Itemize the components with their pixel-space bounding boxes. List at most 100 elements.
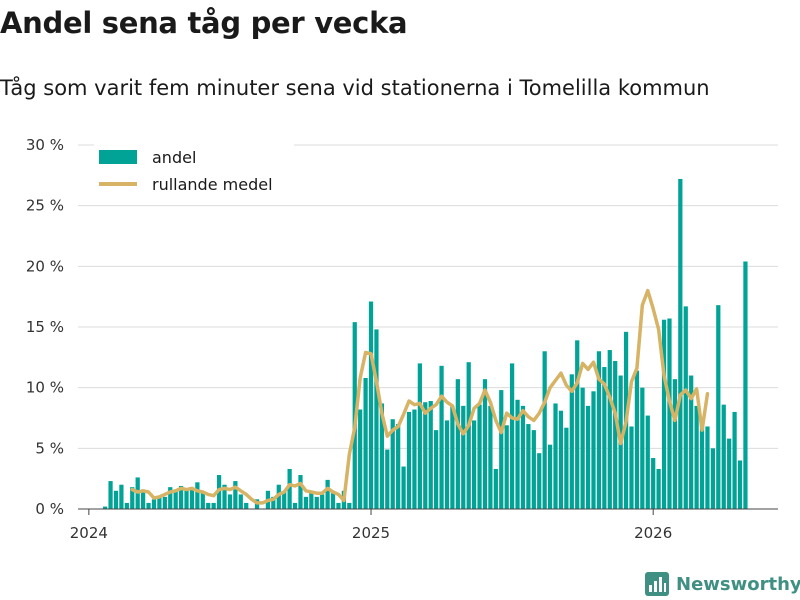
bar <box>596 351 602 509</box>
bar <box>428 401 433 509</box>
bar <box>347 502 352 509</box>
bar <box>271 496 276 509</box>
rolling-mean-line <box>130 288 710 505</box>
bar <box>569 374 574 509</box>
y-tick-label-30: 30 % <box>26 136 64 154</box>
bar <box>227 494 233 509</box>
bar <box>602 367 607 509</box>
x-tick-label-2025: 2025 <box>352 524 390 542</box>
bar <box>667 318 672 509</box>
chart-subtitle: Tåg som varit fem minuter sena vid stati… <box>0 76 710 100</box>
bar <box>520 405 526 509</box>
bar <box>303 496 309 509</box>
bar <box>113 490 119 509</box>
bar <box>547 444 553 509</box>
chart-title: Andel sena tåg per vecka <box>0 6 408 40</box>
bar <box>423 402 428 509</box>
bar <box>661 319 667 509</box>
bar <box>363 377 368 509</box>
bar <box>683 306 688 509</box>
bar <box>531 430 536 509</box>
bar <box>678 178 683 509</box>
brand-name: Newsworthy <box>676 573 800 595</box>
bar <box>244 502 249 509</box>
bar <box>564 427 569 509</box>
bar <box>287 468 292 509</box>
bar <box>141 490 146 509</box>
bar <box>466 362 471 509</box>
bar <box>455 379 460 509</box>
legend-label-rullande-medel: rullande medel <box>152 175 273 194</box>
bar <box>743 261 748 509</box>
bar <box>672 379 678 509</box>
bar <box>591 391 596 509</box>
bar <box>130 487 135 509</box>
bar <box>477 404 482 509</box>
bar <box>710 448 715 509</box>
bar <box>314 496 319 509</box>
bar <box>727 438 732 509</box>
bar <box>461 405 466 509</box>
line-series <box>130 288 710 505</box>
bar <box>558 410 564 509</box>
bar <box>493 468 498 509</box>
bar <box>504 425 509 509</box>
bar <box>206 502 211 509</box>
y-tick-label-0: 0 % <box>35 500 64 518</box>
bar <box>651 458 656 509</box>
bar <box>336 502 341 509</box>
x-tick-label-2024: 2024 <box>70 524 108 542</box>
bar <box>168 487 173 509</box>
bar <box>358 409 363 509</box>
y-tick-label-25: 25 % <box>26 197 64 215</box>
bar <box>434 430 439 509</box>
bar <box>694 405 699 509</box>
bar <box>537 453 542 509</box>
bar <box>222 484 227 509</box>
bar <box>292 502 298 509</box>
x-axis: 2024 2025 2026 <box>70 508 778 542</box>
bar <box>509 363 515 509</box>
y-axis-tick-labels: 0 % 5 % 10 % 15 % 20 % 25 % 30 % <box>26 136 64 518</box>
bar <box>472 420 477 509</box>
bar <box>580 387 585 509</box>
bar <box>162 496 167 509</box>
bar <box>450 405 455 509</box>
bar <box>699 418 705 509</box>
y-tick-label-15: 15 % <box>26 318 64 336</box>
bar <box>330 493 336 509</box>
legend-label-andel: andel <box>152 148 196 167</box>
bar <box>211 502 216 509</box>
bar-series <box>103 178 748 509</box>
bar <box>634 370 640 509</box>
bar <box>640 387 645 509</box>
bar <box>108 481 113 509</box>
bar <box>575 340 580 509</box>
bar <box>629 426 634 509</box>
bar <box>200 493 205 509</box>
bar <box>417 363 422 509</box>
bar <box>276 484 281 509</box>
bar <box>390 419 395 509</box>
bar <box>542 351 547 509</box>
bar <box>119 484 124 509</box>
bar <box>732 411 737 509</box>
bar <box>309 490 314 509</box>
bar <box>173 490 178 509</box>
bar <box>151 499 157 509</box>
x-tick-label-2026: 2026 <box>634 524 672 542</box>
y-tick-label-20: 20 % <box>26 257 64 275</box>
bar <box>184 490 189 509</box>
bar <box>195 482 200 509</box>
bar <box>396 424 401 509</box>
bar <box>374 329 379 509</box>
bar <box>716 305 721 509</box>
bar-chart-logo-icon <box>645 572 669 596</box>
bar <box>737 460 743 509</box>
bar <box>320 494 325 509</box>
bar <box>645 415 650 509</box>
bar <box>178 485 184 509</box>
bar <box>233 481 238 509</box>
bar <box>553 403 558 509</box>
